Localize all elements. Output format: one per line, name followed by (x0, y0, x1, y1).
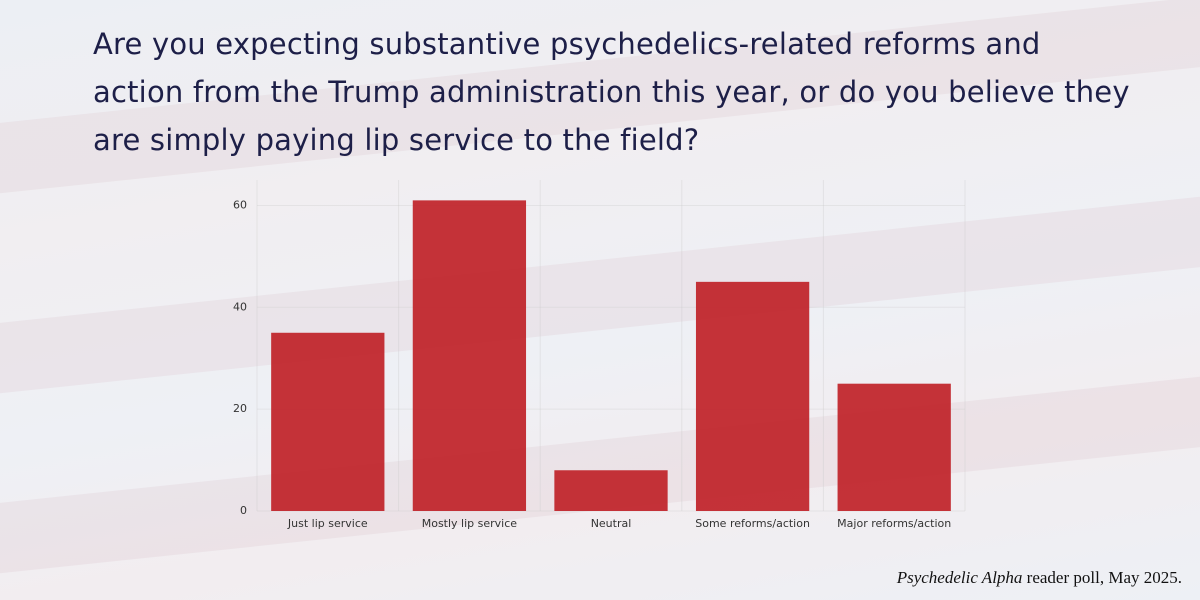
x-tick-label: Major reforms/action (837, 517, 951, 530)
y-tick-label: 20 (233, 402, 247, 415)
x-tick-label: Some reforms/action (695, 517, 810, 530)
y-tick-label: 60 (233, 198, 247, 211)
bar (554, 470, 668, 511)
chart-title: Are you expecting substantive psychedeli… (93, 27, 1130, 157)
bar (412, 200, 527, 511)
x-tick-label: Just lip service (287, 517, 368, 530)
x-tick-label: Mostly lip service (422, 517, 518, 530)
y-tick-label: 40 (233, 300, 247, 313)
source-text: reader poll, May 2025. (1026, 568, 1182, 587)
source-publication: Psychedelic Alpha (896, 568, 1023, 587)
bar (837, 383, 951, 511)
source-note: Psychedelic Alpha reader poll, May 2025. (897, 568, 1182, 588)
bar (271, 332, 385, 511)
x-tick-label: Neutral (591, 517, 632, 530)
bar (695, 281, 810, 511)
y-tick-label: 0 (240, 504, 247, 517)
